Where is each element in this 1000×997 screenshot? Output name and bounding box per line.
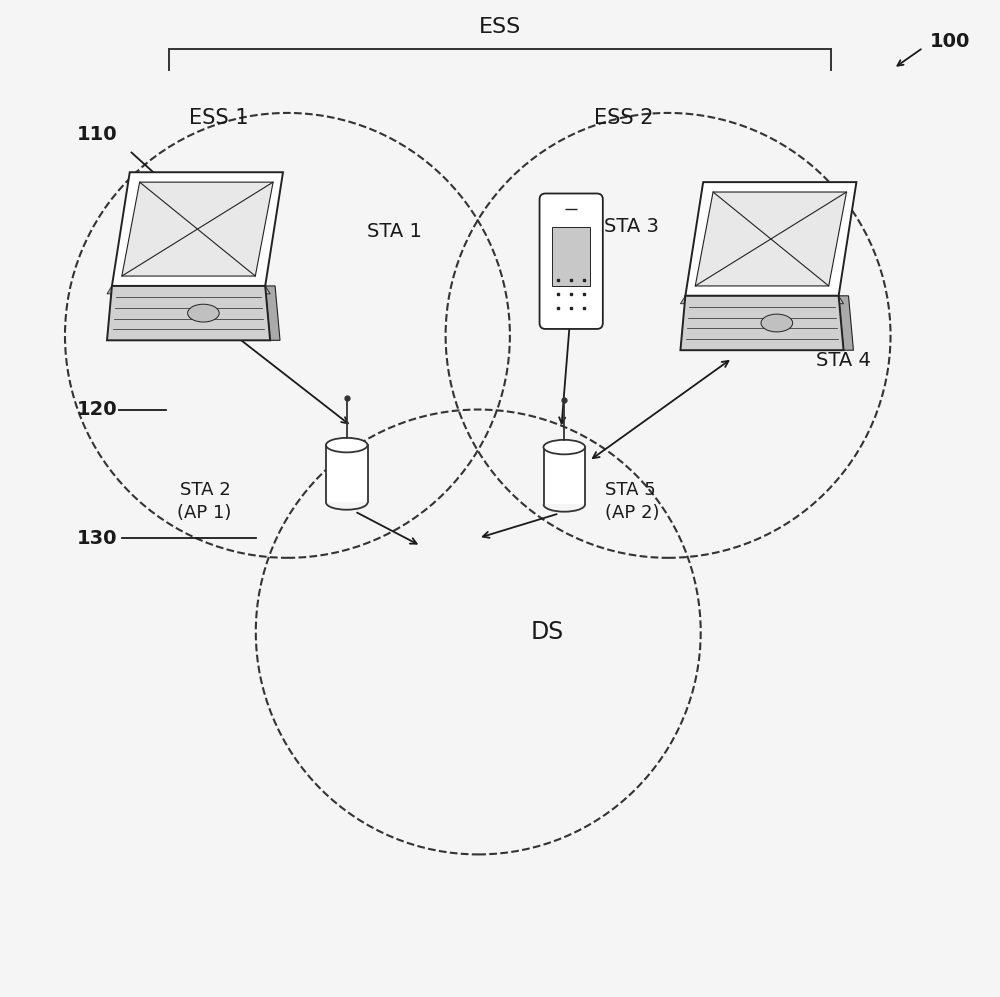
Text: ESS 1: ESS 1 [189, 108, 248, 128]
Polygon shape [107, 286, 270, 340]
Text: 120: 120 [77, 400, 117, 419]
FancyBboxPatch shape [552, 226, 590, 286]
Polygon shape [695, 192, 847, 286]
Polygon shape [122, 182, 273, 276]
Text: 130: 130 [77, 528, 117, 547]
Text: STA 3: STA 3 [604, 217, 659, 236]
Ellipse shape [326, 438, 368, 453]
Polygon shape [326, 445, 368, 502]
Text: STA 1: STA 1 [367, 222, 421, 241]
FancyBboxPatch shape [540, 193, 603, 329]
Ellipse shape [761, 314, 793, 332]
Polygon shape [680, 296, 844, 304]
Polygon shape [544, 447, 585, 504]
Polygon shape [839, 296, 853, 350]
Polygon shape [680, 296, 844, 350]
Text: STA 4: STA 4 [816, 351, 871, 370]
Polygon shape [112, 172, 283, 286]
Text: 100: 100 [930, 32, 970, 51]
Ellipse shape [188, 304, 219, 322]
Text: DS: DS [531, 620, 564, 644]
Polygon shape [265, 286, 280, 340]
Polygon shape [685, 182, 856, 296]
Text: 110: 110 [77, 126, 117, 145]
Text: ESS 2: ESS 2 [594, 108, 653, 128]
Text: STA 5
(AP 2): STA 5 (AP 2) [605, 481, 659, 522]
Text: ESS: ESS [479, 17, 521, 37]
Text: STA 2
(AP 1): STA 2 (AP 1) [177, 481, 231, 522]
Ellipse shape [544, 440, 585, 455]
Polygon shape [107, 286, 270, 294]
